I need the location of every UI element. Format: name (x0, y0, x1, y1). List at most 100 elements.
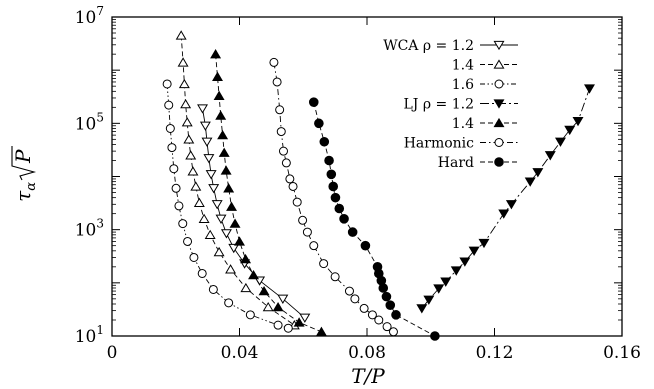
data-point (181, 117, 193, 127)
data-point (285, 174, 295, 184)
data-point (213, 246, 225, 257)
y-label-p: P (11, 149, 35, 164)
y-axis-label: τα P (11, 146, 39, 202)
data-point (272, 301, 284, 312)
data-point (330, 192, 341, 203)
data-point (423, 295, 435, 305)
legend-label: 1.6 (452, 77, 474, 93)
data-point (564, 125, 576, 136)
data-point (374, 315, 384, 325)
data-point (215, 214, 227, 224)
data-point (360, 240, 371, 251)
data-point (532, 168, 544, 178)
data-point (177, 57, 189, 67)
data-point (433, 284, 445, 294)
data-point (308, 97, 319, 107)
data-point (187, 166, 199, 176)
legend-marker (493, 59, 505, 69)
data-point (213, 90, 225, 100)
data-point (193, 197, 205, 207)
data-point (225, 264, 237, 274)
data-point (283, 323, 293, 333)
legend-label: LJ ρ = 1.2 (404, 97, 475, 113)
data-point (240, 253, 252, 264)
y-label-sqrt (11, 146, 37, 181)
data-point (162, 79, 172, 89)
data-point (450, 266, 462, 276)
data-point (197, 268, 207, 278)
series-line (215, 54, 322, 333)
legend-label: Hard (438, 155, 474, 171)
data-point (226, 201, 238, 211)
data-point (220, 229, 232, 239)
legend-marker (493, 40, 505, 51)
data-point (210, 49, 222, 59)
data-point (391, 310, 401, 320)
data-point (281, 158, 291, 168)
x-tick-label: 0.08 (348, 343, 386, 363)
data-point (183, 134, 195, 144)
data-point (544, 151, 556, 161)
data-point (277, 294, 289, 304)
data-point (367, 310, 377, 320)
data-point (223, 183, 235, 193)
data-point (339, 214, 349, 224)
plot-border (111, 16, 623, 337)
data-point (288, 181, 298, 191)
data-point (330, 272, 340, 282)
series-line (180, 35, 295, 326)
legend-label: Harmonic (404, 136, 474, 152)
legend-marker (494, 138, 504, 147)
data-point (319, 259, 329, 269)
data-point (334, 203, 345, 214)
data-point (175, 30, 187, 40)
data-point (314, 118, 324, 129)
data-point (229, 218, 241, 228)
data-point (299, 313, 311, 323)
data-point (258, 285, 270, 296)
data-point (198, 213, 210, 223)
data-point (215, 110, 227, 120)
data-point (217, 130, 229, 140)
x-axis-ticks: 0 0.04 0.08 0.12 0.16 (107, 17, 641, 363)
y-label-tau: τα (11, 182, 39, 202)
series-4 (210, 49, 327, 336)
data-point (167, 143, 177, 153)
x-tick-label: 0 (107, 343, 118, 363)
data-point (275, 105, 285, 115)
legend-marker (494, 79, 504, 89)
data-point (248, 269, 259, 280)
y-axis-ticks: 101 103 105 107 (75, 4, 622, 347)
data-point (293, 317, 305, 327)
data-point (262, 301, 274, 312)
series-2 (162, 79, 293, 333)
legend-label: 1.4 (452, 58, 474, 74)
data-point (298, 215, 308, 225)
data-point (174, 201, 184, 211)
legend-marker (493, 117, 505, 128)
data-point (245, 310, 255, 320)
plot-frame (111, 16, 623, 337)
data-point (189, 252, 199, 262)
data-point (171, 183, 181, 193)
data-point (572, 116, 584, 127)
data-point (359, 303, 369, 313)
data-point (292, 197, 302, 207)
data-point (212, 71, 223, 81)
data-point (350, 294, 360, 304)
data-point (199, 121, 211, 131)
data-point (220, 165, 232, 175)
data-point (478, 238, 490, 249)
data-point (218, 147, 230, 157)
data-point (309, 241, 319, 251)
data-point (347, 227, 358, 237)
data-point (211, 200, 223, 210)
legend: WCA ρ = 1.2 1.4 1.6 LJ ρ = 1.2 1.4 Harmonic Ha… (383, 38, 518, 171)
data-point (269, 57, 279, 67)
data-point (555, 137, 566, 147)
data-point (234, 236, 245, 246)
data-point (505, 200, 517, 210)
data-point (205, 170, 217, 180)
y-tick-label: 103 (75, 217, 104, 241)
